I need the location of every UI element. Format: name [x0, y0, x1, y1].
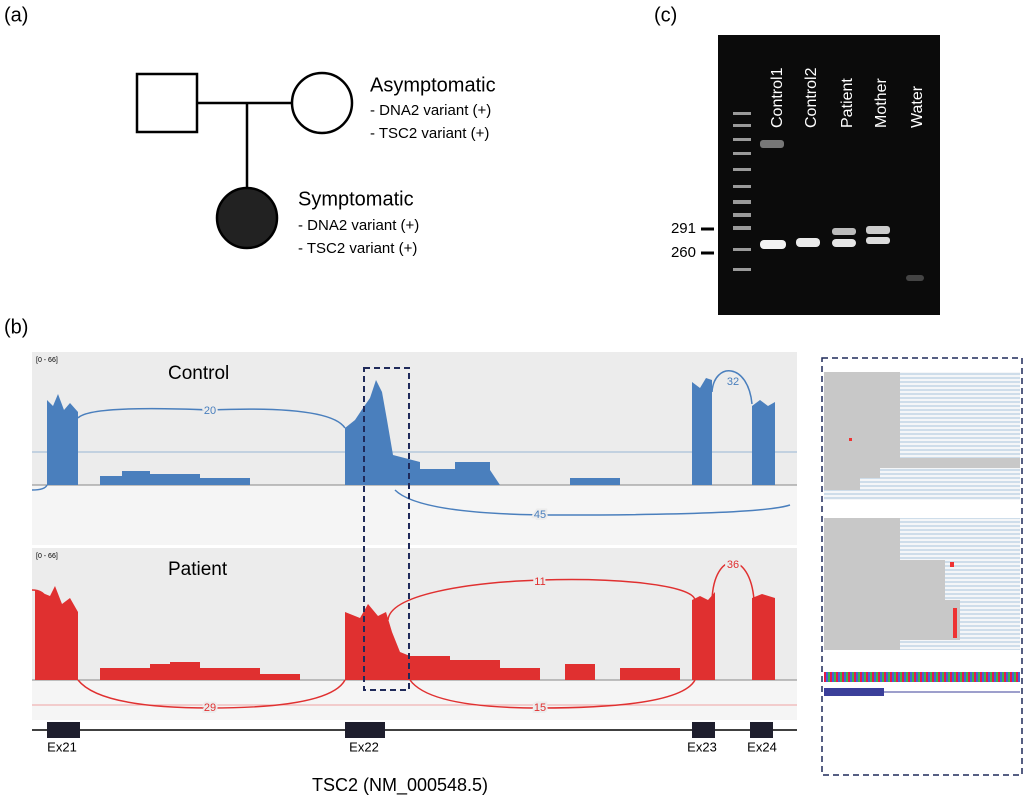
- variant: - TSC2 variant (+): [298, 240, 417, 257]
- junction-count: 20: [204, 405, 216, 417]
- lane-label: Water: [909, 85, 926, 128]
- track-range: [0 - 66]: [36, 357, 58, 364]
- lane-label: Control2: [803, 67, 820, 128]
- patient-junctions: [31, 561, 755, 709]
- junction-count: 11: [534, 576, 545, 588]
- lane-label: Mother: [873, 78, 890, 128]
- exon-label: Ex24: [747, 739, 777, 754]
- lane-label: Patient: [839, 78, 856, 128]
- child-symbol: [215, 186, 279, 250]
- panel-label: (a): [4, 4, 28, 26]
- gene-label: TSC2 (NM_000548.5): [312, 775, 488, 796]
- exon-label: Ex22: [349, 739, 379, 754]
- marker-label: 291: [671, 220, 696, 237]
- bands: [760, 140, 924, 281]
- variant: - DNA2 variant (+): [298, 217, 419, 234]
- gel: Control1 Control2 Patient Mother Water: [718, 35, 940, 315]
- patient-coverage: [35, 586, 775, 680]
- exon-label: Ex21: [47, 739, 77, 754]
- sashimi: [0 - 66] Control 20 45 32 [0 - 66] Patie…: [31, 352, 797, 796]
- control-junctions: [31, 370, 791, 516]
- pedigree: [135, 71, 354, 250]
- junction-count: 45: [534, 509, 546, 521]
- junction-count: 15: [534, 702, 546, 714]
- panel-label: (b): [4, 316, 28, 338]
- track-label: Patient: [168, 559, 228, 580]
- read-view: [821, 357, 1023, 776]
- mother-symbol: [290, 71, 354, 135]
- marker-label: 260: [671, 244, 696, 261]
- variant: - TSC2 variant (+): [370, 125, 489, 142]
- status: Symptomatic: [298, 188, 414, 210]
- track-label: Control: [168, 363, 229, 384]
- exon-label: Ex23: [687, 739, 717, 754]
- highlight-box: [363, 367, 410, 691]
- junction-count: 29: [204, 702, 216, 714]
- junction-count: 36: [727, 559, 739, 571]
- track-range: [0 - 66]: [36, 553, 58, 560]
- panel-label: (c): [654, 4, 677, 26]
- control-coverage: [47, 378, 775, 485]
- ladder: [733, 112, 751, 271]
- status: Asymptomatic: [370, 74, 496, 96]
- father-symbol: [135, 72, 199, 134]
- lane-label: Control1: [769, 67, 786, 128]
- variant: - DNA2 variant (+): [370, 102, 491, 119]
- exons: [47, 722, 773, 738]
- junction-count: 32: [727, 376, 739, 388]
